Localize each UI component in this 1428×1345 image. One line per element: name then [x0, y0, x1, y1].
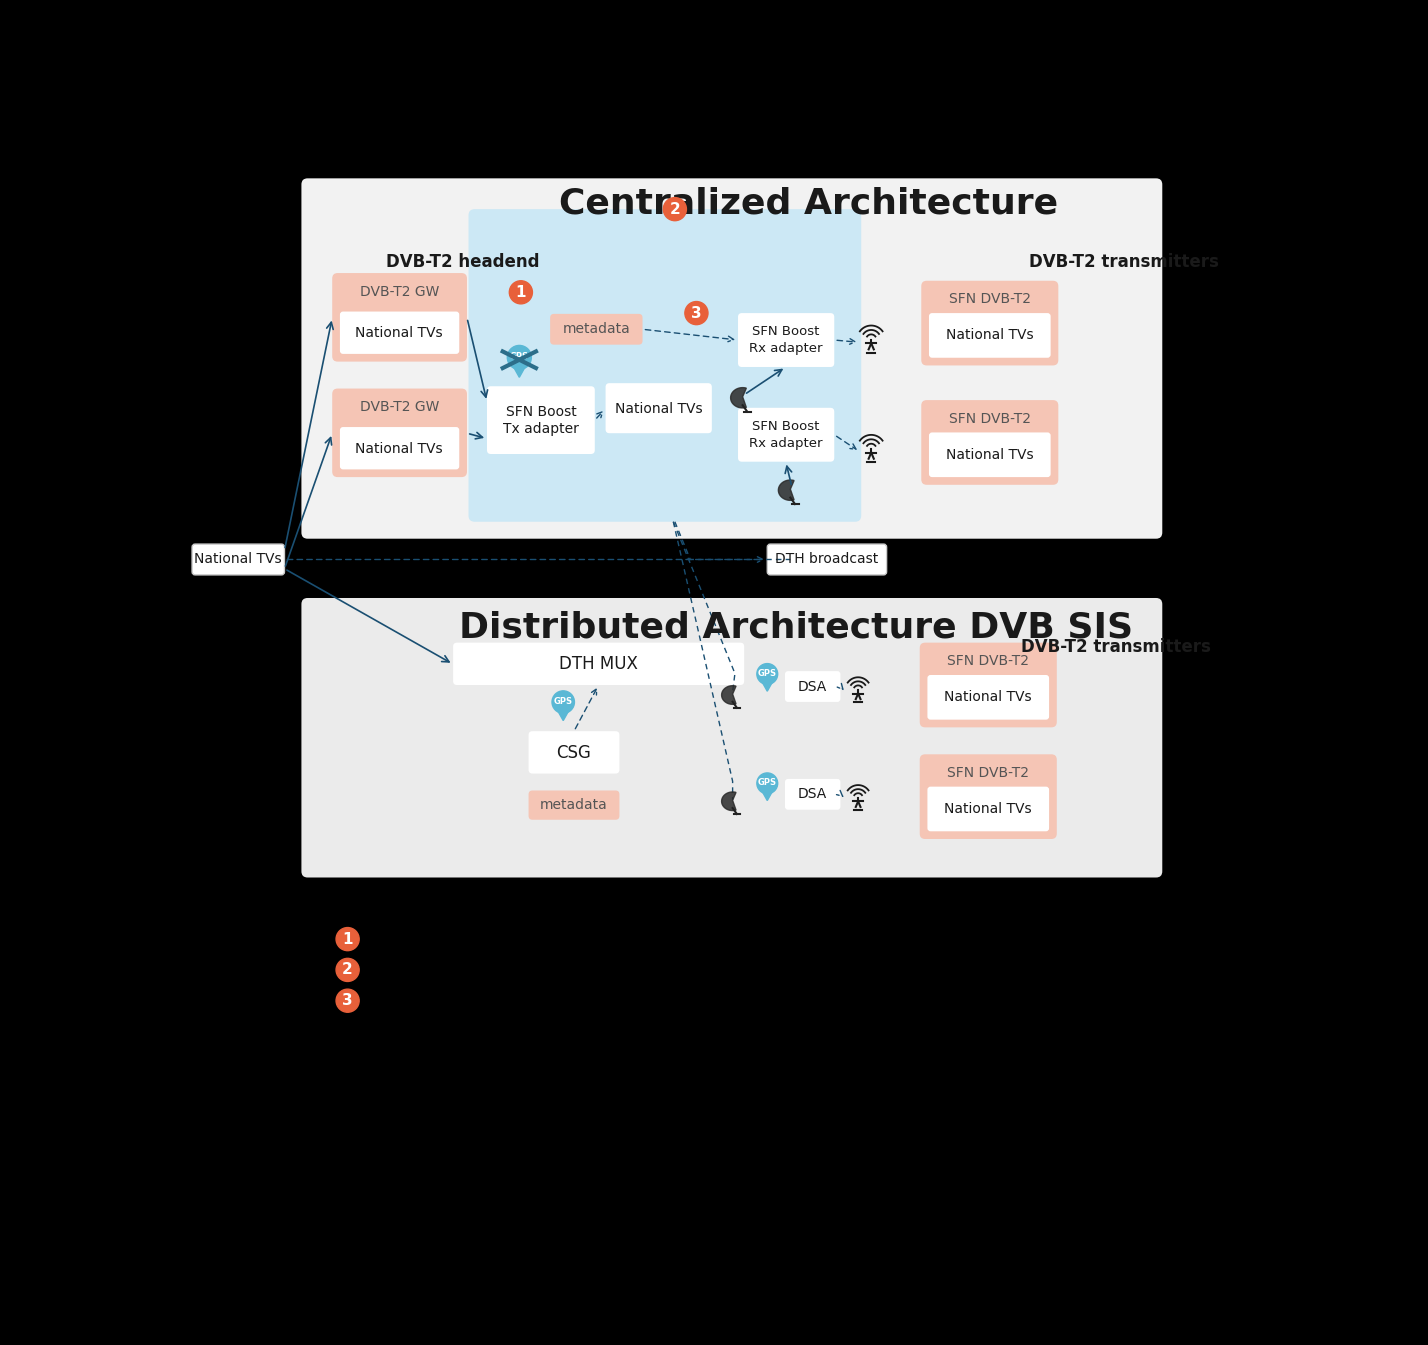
FancyBboxPatch shape: [605, 383, 711, 433]
Text: DVB-T2 GW: DVB-T2 GW: [360, 285, 438, 299]
FancyBboxPatch shape: [767, 545, 887, 574]
FancyBboxPatch shape: [738, 313, 834, 367]
Polygon shape: [731, 387, 747, 408]
Text: DVB-T2 transmitters: DVB-T2 transmitters: [1030, 253, 1220, 270]
FancyBboxPatch shape: [528, 791, 620, 819]
Text: 3: 3: [343, 993, 353, 1009]
Text: DSA: DSA: [798, 787, 827, 802]
Polygon shape: [511, 362, 528, 378]
Text: 1: 1: [343, 932, 353, 947]
Text: GPS: GPS: [510, 352, 528, 360]
FancyBboxPatch shape: [301, 599, 1162, 877]
Polygon shape: [721, 792, 735, 811]
Text: National TVs: National TVs: [356, 325, 443, 340]
Circle shape: [336, 959, 360, 982]
FancyBboxPatch shape: [487, 386, 595, 455]
Text: SFN DVB-T2: SFN DVB-T2: [948, 292, 1031, 307]
FancyBboxPatch shape: [468, 208, 861, 522]
Text: National TVs: National TVs: [944, 802, 1032, 816]
Text: SFN Boost: SFN Boost: [506, 405, 577, 418]
Text: DVB-T2 transmitters: DVB-T2 transmitters: [1021, 638, 1211, 655]
Text: GPS: GPS: [758, 777, 777, 787]
Circle shape: [507, 346, 531, 370]
Text: DTH MUX: DTH MUX: [560, 655, 638, 674]
Text: National TVs: National TVs: [945, 448, 1034, 461]
Text: SFN DVB-T2: SFN DVB-T2: [948, 412, 1031, 425]
Circle shape: [757, 663, 778, 685]
Text: National TVs: National TVs: [194, 553, 283, 566]
Text: CSG: CSG: [557, 744, 591, 761]
Text: SFN Boost: SFN Boost: [753, 420, 820, 433]
FancyBboxPatch shape: [921, 399, 1058, 484]
Text: Rx adapter: Rx adapter: [750, 342, 823, 355]
Text: GPS: GPS: [758, 668, 777, 678]
FancyBboxPatch shape: [927, 787, 1050, 831]
FancyBboxPatch shape: [921, 281, 1058, 366]
Text: National TVs: National TVs: [356, 441, 443, 456]
Text: DSA: DSA: [798, 679, 827, 694]
FancyBboxPatch shape: [453, 643, 744, 685]
Text: Centralized Architecture: Centralized Architecture: [560, 187, 1058, 221]
Text: 2: 2: [343, 963, 353, 978]
Circle shape: [336, 989, 360, 1013]
FancyBboxPatch shape: [333, 389, 467, 477]
Text: SFN Boost: SFN Boost: [753, 325, 820, 338]
Circle shape: [757, 773, 778, 794]
Text: National TVs: National TVs: [944, 690, 1032, 705]
FancyBboxPatch shape: [920, 755, 1057, 839]
FancyBboxPatch shape: [738, 408, 834, 461]
Text: 3: 3: [691, 305, 701, 320]
FancyBboxPatch shape: [785, 779, 841, 810]
FancyBboxPatch shape: [920, 643, 1057, 728]
Polygon shape: [760, 678, 775, 691]
Polygon shape: [778, 480, 794, 500]
Text: GPS: GPS: [554, 697, 573, 706]
Text: SFN DVB-T2: SFN DVB-T2: [947, 765, 1030, 780]
Circle shape: [664, 198, 687, 221]
Text: 1: 1: [516, 285, 526, 300]
Text: Tx adapter: Tx adapter: [503, 421, 578, 436]
Circle shape: [685, 301, 708, 324]
Text: DVB-T2 GW: DVB-T2 GW: [360, 399, 438, 414]
FancyBboxPatch shape: [301, 179, 1162, 539]
Text: 2: 2: [670, 202, 680, 217]
FancyBboxPatch shape: [193, 545, 284, 574]
Text: SFN DVB-T2: SFN DVB-T2: [947, 654, 1030, 668]
Text: Distributed Architecture DVB SIS: Distributed Architecture DVB SIS: [460, 611, 1134, 644]
FancyBboxPatch shape: [927, 675, 1050, 720]
FancyBboxPatch shape: [333, 273, 467, 362]
FancyBboxPatch shape: [930, 433, 1051, 477]
Text: Rx adapter: Rx adapter: [750, 437, 823, 449]
FancyBboxPatch shape: [528, 732, 620, 773]
Text: metadata: metadata: [563, 323, 630, 336]
Circle shape: [510, 281, 533, 304]
Polygon shape: [760, 787, 775, 800]
Circle shape: [553, 691, 574, 713]
Polygon shape: [721, 686, 735, 705]
FancyBboxPatch shape: [340, 428, 460, 469]
Text: National TVs: National TVs: [945, 328, 1034, 343]
Text: DVB-T2 headend: DVB-T2 headend: [386, 253, 540, 270]
Polygon shape: [555, 706, 571, 721]
FancyBboxPatch shape: [550, 313, 643, 344]
FancyBboxPatch shape: [785, 671, 841, 702]
Text: DTH broadcast: DTH broadcast: [775, 553, 878, 566]
Circle shape: [336, 928, 360, 951]
Text: metadata: metadata: [540, 798, 608, 812]
FancyBboxPatch shape: [340, 312, 460, 354]
Text: National TVs: National TVs: [615, 402, 703, 416]
FancyBboxPatch shape: [930, 313, 1051, 358]
